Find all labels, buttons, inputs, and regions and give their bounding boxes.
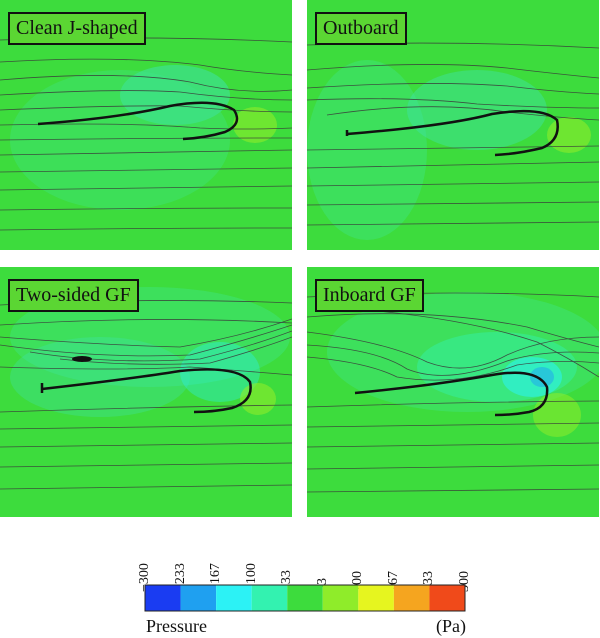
panel-label: Two-sided GF [8,279,139,312]
panel-outboard: Outboard [307,0,599,250]
colorbar-swatch [429,585,465,611]
colorbar-swatch [322,585,359,611]
colorbar-swatch [358,585,394,611]
panel-two-sided-gf: Two-sided GF [0,267,292,517]
pressure-colorbar: −300−233−167−100−3333100167233300 Pressu… [137,536,472,636]
panel-label: Inboard GF [315,279,424,312]
panel-label: Outboard [315,12,407,45]
colorbar-swatch [145,585,181,611]
colorbar-swatch [287,585,323,611]
colorbar-title: Pressure [146,616,207,636]
colorbar-swatch [180,585,217,611]
panel-inboard-gf: Inboard GF [307,267,599,517]
panel-clean-j-shaped: Clean J-shaped [0,0,292,250]
colorbar-swatch [393,585,430,611]
colorbar [144,584,466,612]
colorbar-unit: (Pa) [436,616,466,636]
panel-label: Clean J-shaped [8,12,146,45]
colorbar-swatch [216,585,252,611]
colorbar-swatch [251,585,288,611]
